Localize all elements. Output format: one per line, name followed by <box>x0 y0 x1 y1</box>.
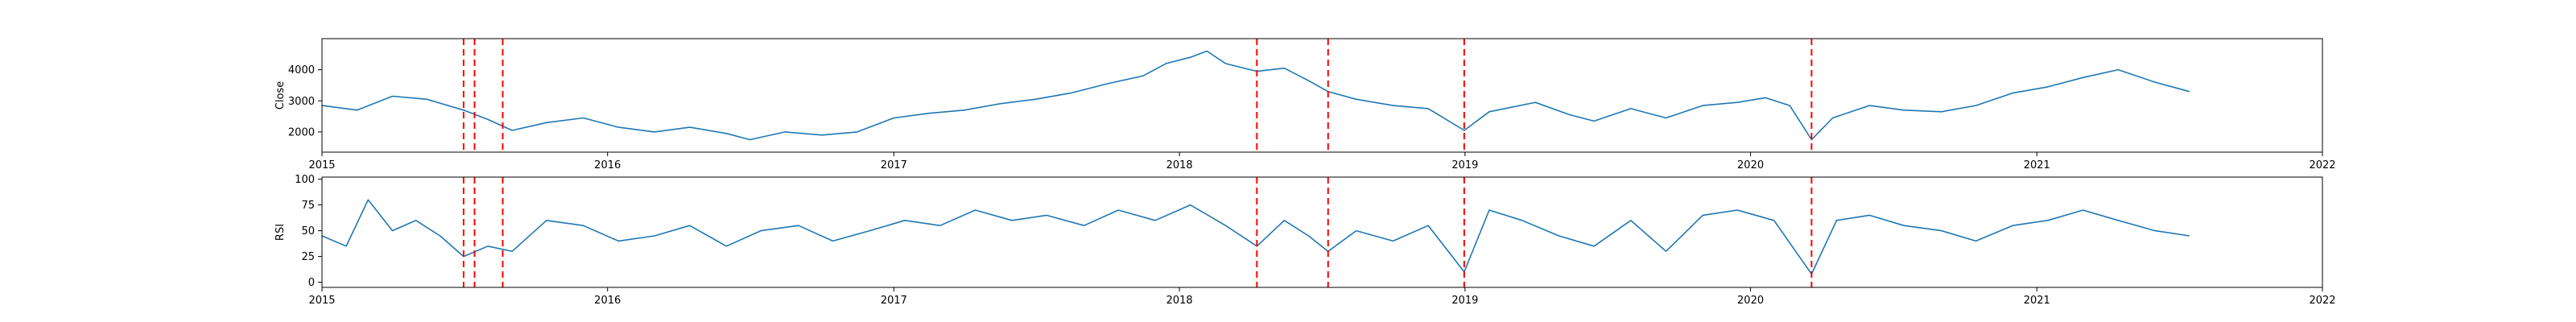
x-tick-label: 2019 <box>1451 159 1478 171</box>
x-tick-label: 2016 <box>594 159 621 171</box>
y-tick-label: 4000 <box>288 64 315 76</box>
close-panel: 2015 2016 2017 2018 2019 2020 2021 2022 2000 3000… <box>275 38 2336 171</box>
x-tick-label: 2018 <box>1166 159 1193 171</box>
chart-panels: 2015 2016 2017 2018 2019 2020 2021 2022 2000 3000… <box>275 38 2336 307</box>
y-tick-label: 75 <box>301 200 315 212</box>
x-tick-label: 2022 <box>2309 159 2335 171</box>
x-tick-label: 2017 <box>881 159 907 171</box>
y-tick-label: 100 <box>295 174 315 186</box>
y-tick-label: 50 <box>301 225 315 237</box>
x-tick-label: 2022 <box>2309 295 2335 307</box>
x-tick-label: 2019 <box>1451 295 1478 307</box>
x-tick-label: 2016 <box>594 295 621 307</box>
x-tick-label: 2020 <box>1737 295 1764 307</box>
x-tick-label: 2020 <box>1737 159 1764 171</box>
x-tick-label: 2021 <box>2024 295 2050 307</box>
y-tick-label: 0 <box>308 277 315 289</box>
y-axis-label: Close <box>275 81 287 109</box>
y-tick-label: 25 <box>301 251 315 263</box>
axes-frame <box>321 176 2323 288</box>
axes-frame <box>321 38 2323 153</box>
x-tick-label: 2018 <box>1166 295 1193 307</box>
x-tick-label: 2021 <box>2024 159 2050 171</box>
x-tick-label: 2015 <box>308 159 335 171</box>
y-axis-label: RSI <box>275 224 287 241</box>
x-tick-label: 2017 <box>881 295 907 307</box>
x-tick-label: 2015 <box>308 295 335 307</box>
y-tick-label: 2000 <box>288 126 315 138</box>
rsi-panel: 2015 2016 2017 2018 2019 2020 2021 2022 0 25 50 75 1… <box>275 174 2336 307</box>
y-tick-label: 3000 <box>288 96 315 108</box>
series-line <box>321 199 2190 275</box>
